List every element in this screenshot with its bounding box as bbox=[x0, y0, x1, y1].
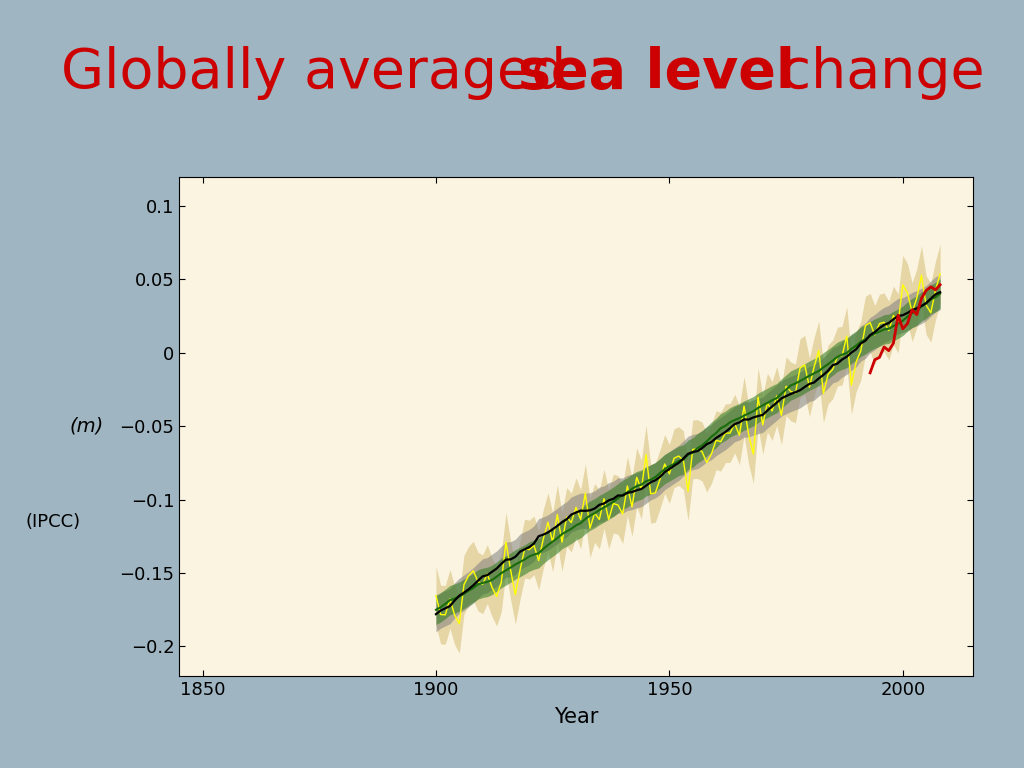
Text: sea level: sea level bbox=[518, 46, 795, 100]
X-axis label: Year: Year bbox=[554, 707, 598, 727]
Text: change: change bbox=[763, 46, 984, 100]
Text: (IPCC): (IPCC) bbox=[26, 513, 81, 531]
Text: Globally averaged: Globally averaged bbox=[61, 46, 585, 100]
Text: (m): (m) bbox=[70, 417, 104, 435]
